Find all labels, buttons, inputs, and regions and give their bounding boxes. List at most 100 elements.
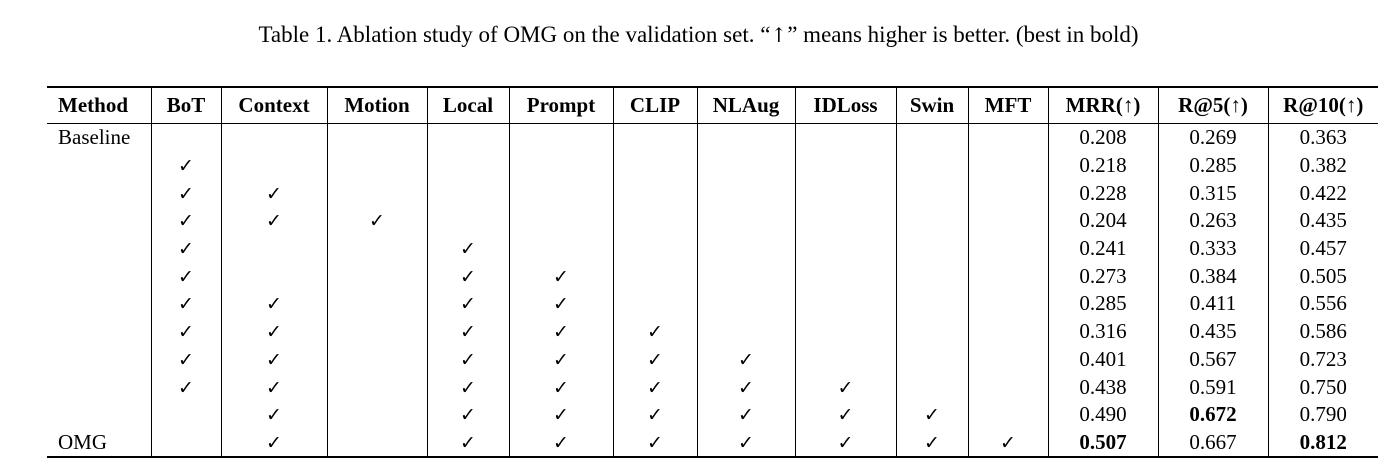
checkmark-icon: ✓ bbox=[553, 431, 569, 454]
checkmark-icon: ✓ bbox=[738, 431, 754, 454]
checkmark-icon: ✓ bbox=[266, 404, 282, 427]
header-mrr: MRR(↑) bbox=[1048, 87, 1159, 124]
cell-r10: 0.435 bbox=[1299, 208, 1347, 233]
cell-bot bbox=[151, 428, 222, 458]
cell-idloss bbox=[795, 207, 897, 235]
cell-context bbox=[221, 151, 328, 180]
header-idloss: IDLoss bbox=[795, 87, 897, 124]
header-local: Local bbox=[427, 87, 510, 124]
cell-mft bbox=[968, 151, 1049, 180]
cell-r5: 0.315 bbox=[1158, 179, 1269, 208]
cell-nlaug bbox=[697, 262, 796, 291]
checkmark-icon: ✓ bbox=[647, 431, 663, 454]
cell-method bbox=[47, 179, 152, 208]
cell-method bbox=[47, 400, 152, 429]
cell-motion bbox=[327, 317, 428, 346]
checkmark-icon: ✓ bbox=[647, 376, 663, 399]
cell-r10: 0.790 bbox=[1299, 402, 1347, 427]
cell-swin bbox=[896, 345, 969, 374]
cell-idloss: ✓ bbox=[795, 400, 897, 429]
cell-motion bbox=[327, 428, 428, 458]
cell-nlaug bbox=[697, 151, 796, 180]
checkmark-icon: ✓ bbox=[647, 404, 663, 427]
cell-swin bbox=[896, 262, 969, 291]
cell-swin bbox=[896, 179, 969, 208]
checkmark-icon: ✓ bbox=[647, 348, 663, 371]
cell-motion bbox=[327, 123, 428, 152]
cell-clip bbox=[613, 151, 698, 180]
cell-clip bbox=[613, 123, 698, 152]
checkmark-icon: ✓ bbox=[647, 321, 663, 344]
cell-prompt: ✓ bbox=[509, 290, 614, 318]
table-body: Baseline 0.208 0.269 0.363 ✓ 0.218 0.285 0.382 ✓… bbox=[47, 123, 1378, 458]
cell-swin bbox=[896, 373, 969, 401]
cell-swin bbox=[896, 123, 969, 152]
cell-local: ✓ bbox=[427, 317, 510, 346]
cell-context bbox=[221, 262, 328, 291]
checkmark-icon: ✓ bbox=[924, 404, 940, 427]
cell-mrr: 0.316 bbox=[1048, 317, 1159, 346]
checkmark-icon: ✓ bbox=[266, 321, 282, 344]
checkmark-icon: ✓ bbox=[266, 431, 282, 454]
cell-r10: 0.556 bbox=[1299, 291, 1347, 316]
checkmark-icon: ✓ bbox=[178, 210, 194, 233]
cell-nlaug bbox=[697, 179, 796, 208]
cell-local bbox=[427, 151, 510, 180]
cell-context: ✓ bbox=[221, 373, 328, 401]
checkmark-icon: ✓ bbox=[553, 293, 569, 316]
cell-r5: 0.333 bbox=[1158, 234, 1269, 263]
cell-local bbox=[427, 123, 510, 152]
cell-method bbox=[47, 290, 152, 318]
cell-mft bbox=[968, 234, 1049, 263]
checkmark-icon: ✓ bbox=[266, 182, 282, 205]
cell-r10: 0.422 bbox=[1299, 180, 1347, 205]
cell-r10: 0.812 bbox=[1299, 429, 1347, 454]
cell-method bbox=[47, 262, 152, 291]
cell-swin: ✓ bbox=[896, 400, 969, 429]
table-caption: Table 1. Ablation study of OMG on the va… bbox=[0, 22, 1397, 48]
cell-r5: 0.435 bbox=[1158, 317, 1269, 346]
checkmark-icon: ✓ bbox=[178, 321, 194, 344]
cell-method bbox=[47, 151, 152, 180]
cell-clip: ✓ bbox=[613, 373, 698, 401]
cell-motion bbox=[327, 234, 428, 263]
cell-clip bbox=[613, 262, 698, 291]
checkmark-icon: ✓ bbox=[460, 376, 476, 399]
table-row: ✓ ✓ ✓ ✓ ✓ ✓ 0.401 0.567 0.723 bbox=[47, 345, 1378, 374]
cell-mft bbox=[968, 317, 1049, 346]
cell-mft bbox=[968, 179, 1049, 208]
checkmark-icon: ✓ bbox=[837, 431, 854, 454]
cell-prompt bbox=[509, 123, 614, 152]
cell-r5: 0.672 bbox=[1158, 400, 1269, 429]
cell-context: ✓ bbox=[221, 345, 328, 374]
cell-bot: ✓ bbox=[151, 290, 222, 318]
table-row: ✓ ✓ ✓ ✓ 0.285 0.411 0.556 bbox=[47, 290, 1378, 318]
cell-r10: 0.505 bbox=[1299, 263, 1347, 288]
cell-method bbox=[47, 234, 152, 263]
cell-bot: ✓ bbox=[151, 345, 222, 374]
cell-r5: 0.591 bbox=[1158, 373, 1269, 401]
ablation-table: Method BoT Context Motion Local Prompt C… bbox=[47, 86, 1378, 458]
checkmark-icon: ✓ bbox=[924, 431, 940, 454]
cell-bot: ✓ bbox=[151, 373, 222, 401]
header-swin: Swin bbox=[896, 87, 969, 124]
table-row: ✓ ✓ ✓ ✓ ✓ ✓ ✓ 0.438 0.591 0.750 bbox=[47, 373, 1378, 401]
cell-bot: ✓ bbox=[151, 234, 222, 263]
cell-bot bbox=[151, 123, 222, 152]
header-context: Context bbox=[221, 87, 328, 124]
cell-prompt bbox=[509, 207, 614, 235]
checkmark-icon: ✓ bbox=[738, 348, 754, 371]
header-prompt: Prompt bbox=[509, 87, 614, 124]
cell-prompt: ✓ bbox=[509, 428, 614, 458]
header-clip: CLIP bbox=[613, 87, 698, 124]
checkmark-icon: ✓ bbox=[553, 265, 569, 288]
table-row: Baseline 0.208 0.269 0.363 bbox=[47, 123, 1378, 152]
cell-mrr: 0.401 bbox=[1048, 345, 1159, 374]
cell-prompt: ✓ bbox=[509, 262, 614, 291]
cell-bot: ✓ bbox=[151, 317, 222, 346]
cell-motion: ✓ bbox=[327, 207, 428, 235]
checkmark-icon: ✓ bbox=[553, 321, 569, 344]
cell-bot: ✓ bbox=[151, 207, 222, 235]
cell-swin bbox=[896, 234, 969, 263]
